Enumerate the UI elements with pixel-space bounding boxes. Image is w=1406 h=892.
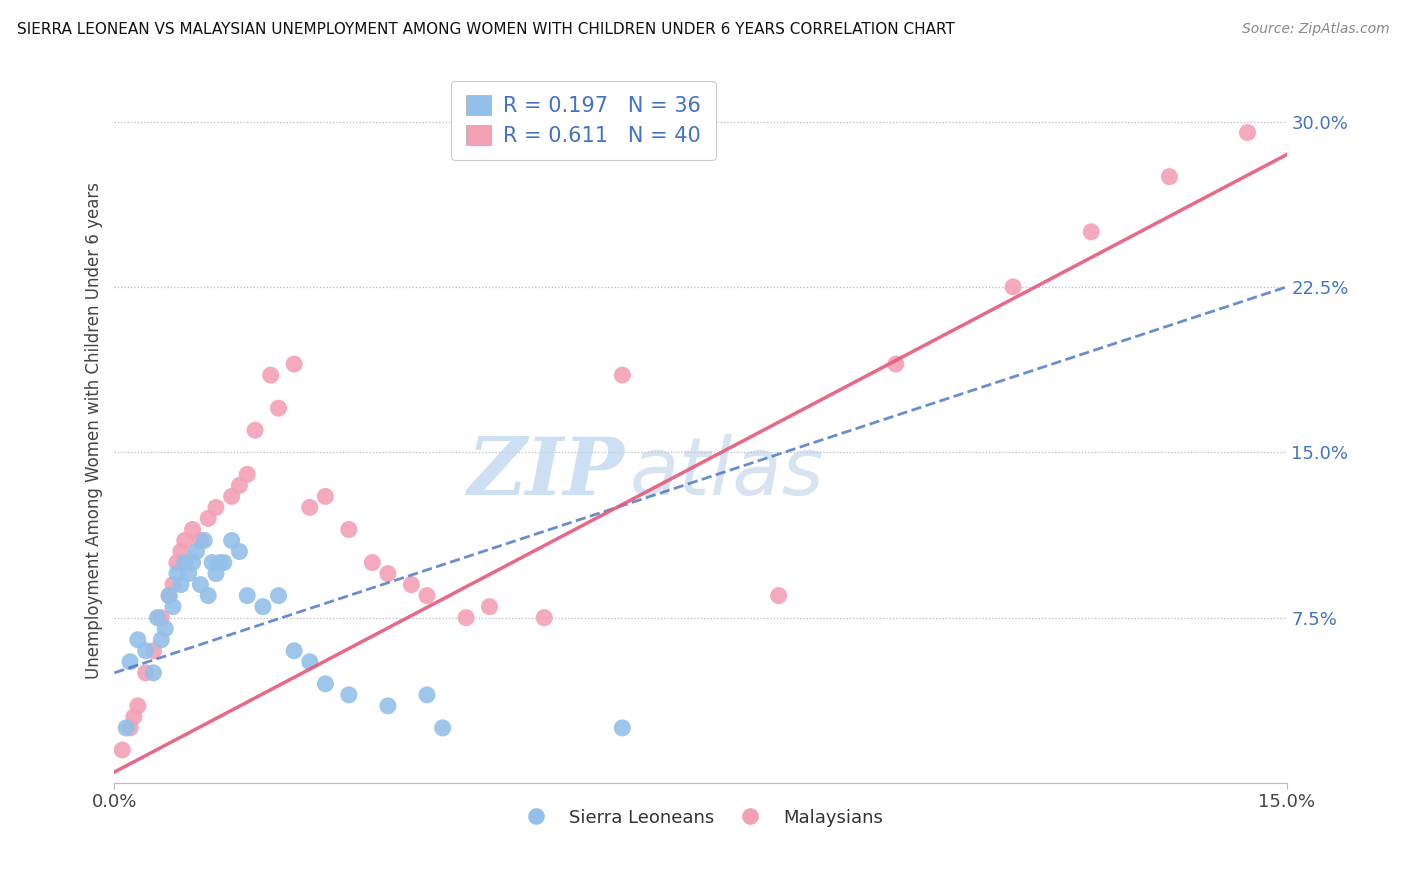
Point — [314, 677, 336, 691]
Point — [243, 423, 266, 437]
Point — [118, 655, 141, 669]
Point — [122, 710, 145, 724]
Point — [377, 698, 399, 713]
Point — [197, 589, 219, 603]
Point — [127, 698, 149, 713]
Point — [314, 489, 336, 503]
Point — [208, 556, 231, 570]
Point — [181, 523, 204, 537]
Point — [190, 533, 212, 548]
Point — [177, 566, 200, 581]
Point — [127, 632, 149, 647]
Point — [142, 644, 165, 658]
Point — [1159, 169, 1181, 184]
Point — [157, 589, 180, 603]
Point — [432, 721, 454, 735]
Point — [377, 566, 399, 581]
Point — [252, 599, 274, 614]
Point — [221, 533, 243, 548]
Point — [173, 533, 195, 548]
Point — [1080, 225, 1102, 239]
Point — [115, 721, 138, 735]
Point — [236, 467, 259, 482]
Point — [884, 357, 907, 371]
Point — [298, 500, 321, 515]
Point — [155, 622, 177, 636]
Point — [612, 721, 634, 735]
Point — [236, 589, 259, 603]
Point — [190, 577, 212, 591]
Point — [228, 478, 250, 492]
Point — [221, 489, 243, 503]
Point — [533, 610, 555, 624]
Point — [135, 644, 157, 658]
Point — [111, 743, 134, 757]
Point — [1236, 126, 1258, 140]
Text: atlas: atlas — [630, 434, 825, 512]
Text: SIERRA LEONEAN VS MALAYSIAN UNEMPLOYMENT AMONG WOMEN WITH CHILDREN UNDER 6 YEARS: SIERRA LEONEAN VS MALAYSIAN UNEMPLOYMENT… — [17, 22, 955, 37]
Point — [478, 599, 501, 614]
Point — [401, 577, 423, 591]
Point — [283, 644, 305, 658]
Point — [186, 544, 208, 558]
Legend: Sierra Leoneans, Malaysians: Sierra Leoneans, Malaysians — [512, 802, 890, 834]
Point — [1002, 280, 1025, 294]
Point — [416, 688, 439, 702]
Point — [146, 610, 169, 624]
Point — [170, 544, 193, 558]
Point — [228, 544, 250, 558]
Point — [197, 511, 219, 525]
Point — [416, 589, 439, 603]
Point — [157, 589, 180, 603]
Point — [768, 589, 790, 603]
Point — [260, 368, 283, 383]
Point — [337, 688, 360, 702]
Text: Source: ZipAtlas.com: Source: ZipAtlas.com — [1241, 22, 1389, 37]
Point — [166, 566, 188, 581]
Point — [298, 655, 321, 669]
Point — [118, 721, 141, 735]
Point — [612, 368, 634, 383]
Point — [212, 556, 235, 570]
Point — [454, 610, 477, 624]
Point — [150, 610, 173, 624]
Text: ZIP: ZIP — [467, 434, 624, 511]
Point — [135, 665, 157, 680]
Point — [337, 523, 360, 537]
Point — [267, 401, 290, 416]
Point — [166, 556, 188, 570]
Point — [267, 589, 290, 603]
Point — [193, 533, 215, 548]
Point — [361, 556, 384, 570]
Point — [283, 357, 305, 371]
Point — [150, 632, 173, 647]
Point — [201, 556, 224, 570]
Point — [162, 599, 184, 614]
Point — [173, 556, 195, 570]
Point — [170, 577, 193, 591]
Point — [181, 556, 204, 570]
Y-axis label: Unemployment Among Women with Children Under 6 years: Unemployment Among Women with Children U… — [86, 182, 103, 679]
Point — [205, 566, 228, 581]
Point — [205, 500, 228, 515]
Point — [142, 665, 165, 680]
Point — [162, 577, 184, 591]
